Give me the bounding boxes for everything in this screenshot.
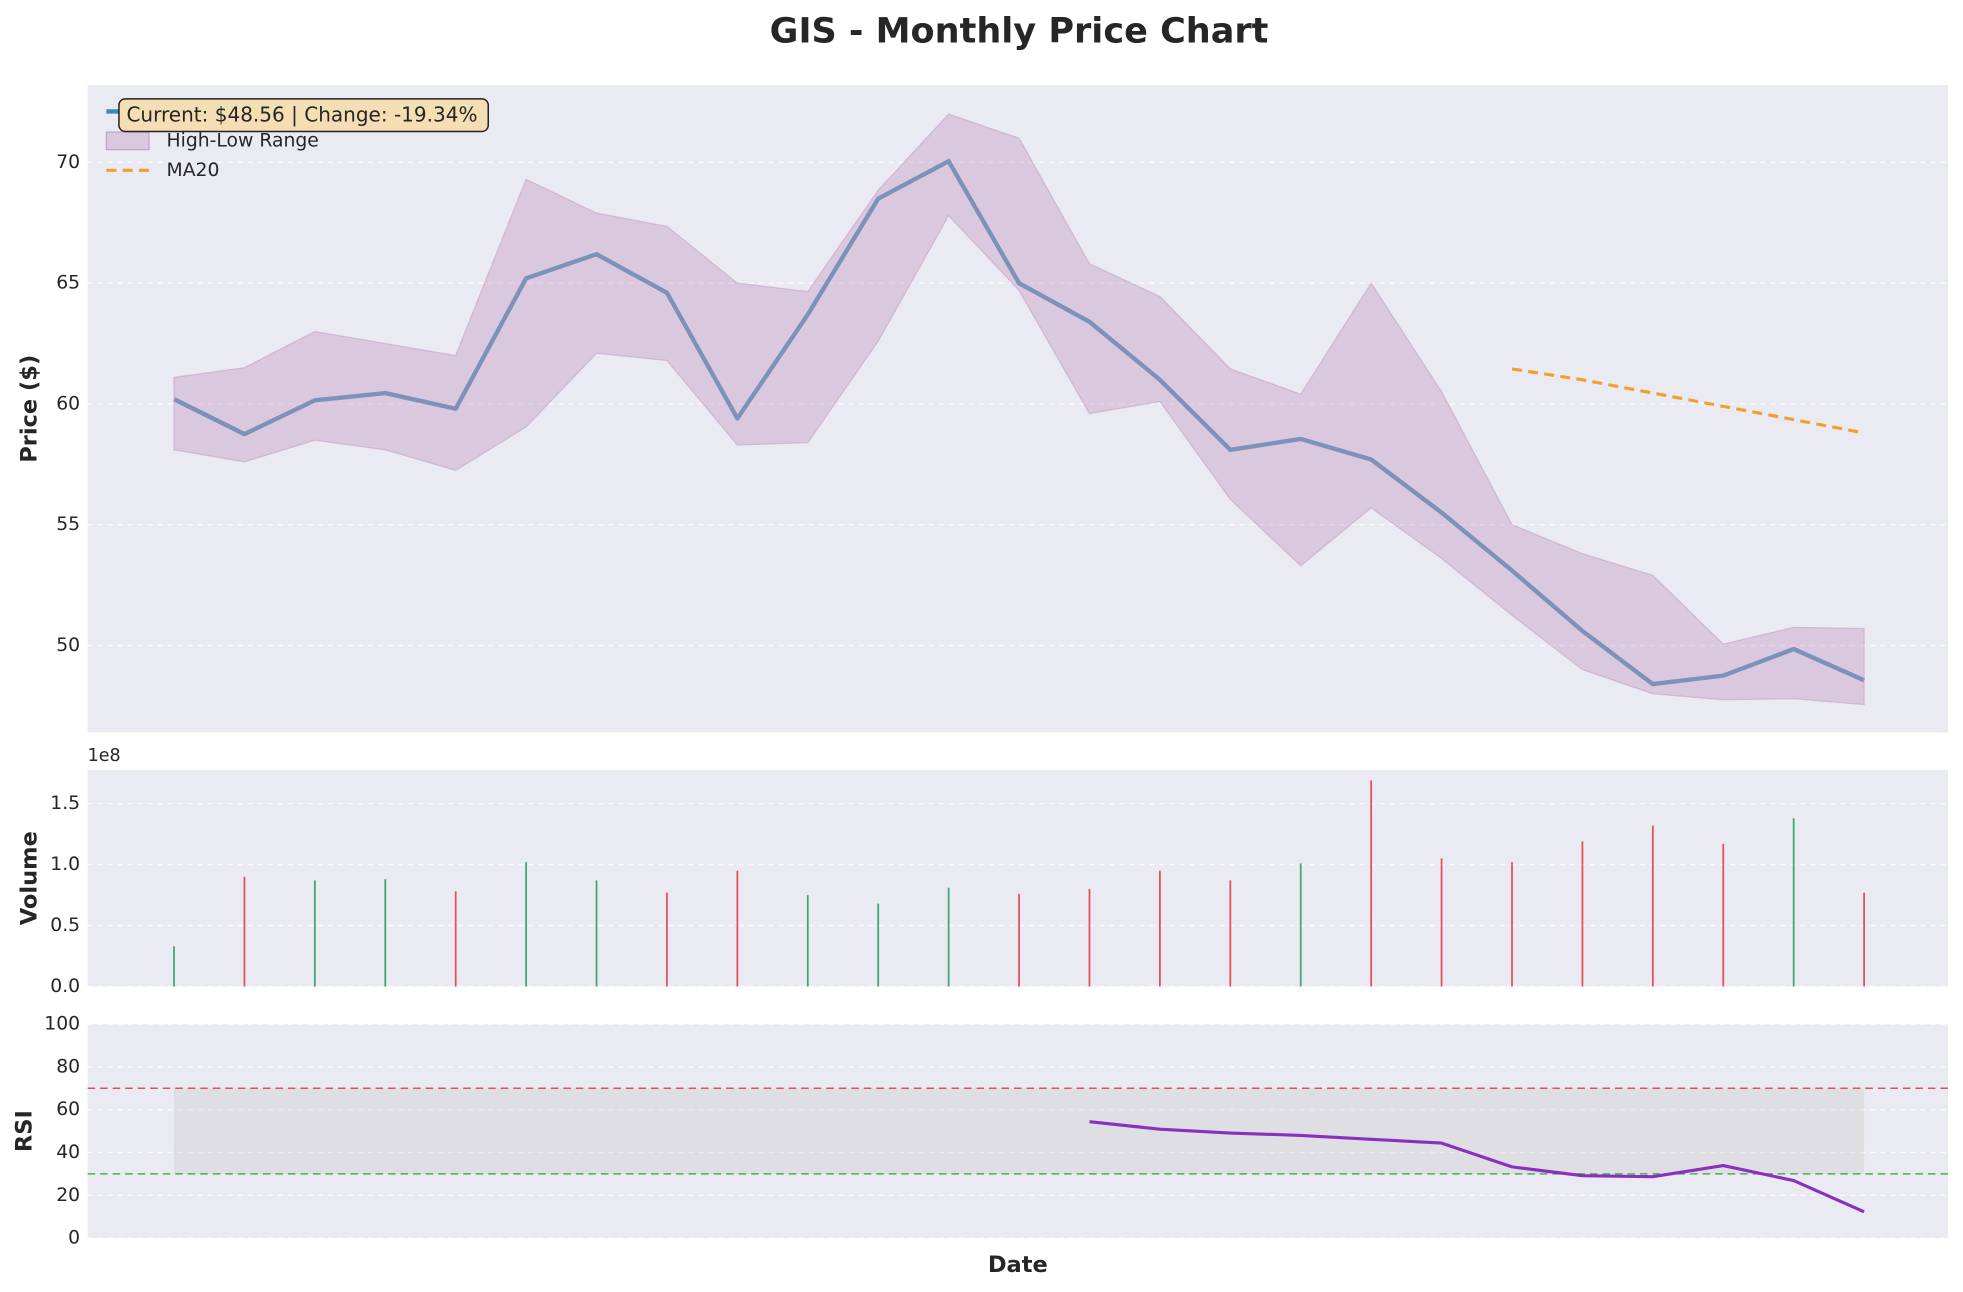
offset-text: 1e8 bbox=[88, 746, 121, 766]
annotation-box bbox=[118, 98, 489, 133]
price-line bbox=[1089, 1120, 1865, 1214]
y-tick-label: 0.0 bbox=[50, 976, 80, 997]
y-tick-label: 0 bbox=[68, 1228, 80, 1249]
volume-bar bbox=[1159, 870, 1161, 987]
volume-bar bbox=[736, 870, 739, 987]
volume-bar bbox=[1792, 818, 1795, 987]
y-tick-label: 80 bbox=[56, 1056, 80, 1077]
y-tick-label: 50 bbox=[56, 635, 80, 656]
volume-bar bbox=[595, 880, 598, 987]
rsi-band bbox=[174, 1088, 1865, 1174]
volume-bar bbox=[1651, 825, 1654, 987]
y-tick-label: 0.5 bbox=[50, 915, 80, 936]
volume-bar bbox=[1370, 780, 1373, 987]
volume-bar bbox=[877, 903, 880, 987]
legend-swatch bbox=[105, 131, 150, 151]
volume-bar bbox=[173, 946, 175, 987]
y-tick-label: 55 bbox=[56, 514, 80, 535]
volume-bar bbox=[313, 880, 316, 987]
y-tick-label: 100 bbox=[44, 1014, 80, 1035]
y-axis-label: Price ($) bbox=[17, 355, 43, 463]
y-axis-label: RSI bbox=[12, 1110, 38, 1152]
y-tick-label: 60 bbox=[56, 1099, 80, 1120]
volume-bar bbox=[525, 862, 527, 987]
y-tick-label: 65 bbox=[56, 273, 80, 294]
legend-label: High-Low Range bbox=[167, 130, 319, 151]
volume-bar bbox=[243, 876, 246, 987]
price-line bbox=[173, 159, 1865, 687]
high-low-band bbox=[173, 113, 1865, 706]
volume-bar bbox=[947, 887, 950, 987]
volume-bar bbox=[666, 892, 668, 987]
y-tick-label: 60 bbox=[56, 393, 80, 414]
legend-label: MA20 bbox=[167, 160, 220, 181]
y-tick-label: 1.0 bbox=[50, 854, 80, 875]
y-tick-label: 1.5 bbox=[50, 793, 80, 814]
volume-bar bbox=[1440, 858, 1443, 987]
y-tick-label: 20 bbox=[56, 1185, 80, 1206]
y-tick-label: 40 bbox=[56, 1142, 80, 1163]
plot-area bbox=[87, 769, 1948, 987]
volume-bar bbox=[1229, 880, 1232, 987]
annotation: Current: $48.56 | Change: -19.34% bbox=[126, 102, 477, 126]
volume-bar bbox=[384, 879, 387, 987]
volume-bar bbox=[1088, 888, 1091, 987]
volume-bar bbox=[1299, 863, 1302, 987]
plot-area bbox=[87, 85, 1948, 733]
volume-bar bbox=[806, 895, 809, 987]
volume-bar bbox=[1863, 892, 1865, 987]
y-tick-label: 70 bbox=[56, 152, 80, 173]
plot-area bbox=[87, 1024, 1948, 1239]
ma-line bbox=[1511, 367, 1865, 435]
volume-bar bbox=[454, 891, 457, 987]
volume-bar bbox=[1722, 843, 1725, 987]
y-axis-label: Volume bbox=[17, 831, 43, 925]
chart-title: GIS - Monthly Price Chart bbox=[770, 11, 1269, 52]
volume-bar bbox=[1581, 841, 1584, 987]
volume-bar bbox=[1511, 862, 1513, 987]
volume-bar bbox=[1018, 893, 1020, 987]
x-axis-label: Date bbox=[988, 1252, 1048, 1278]
